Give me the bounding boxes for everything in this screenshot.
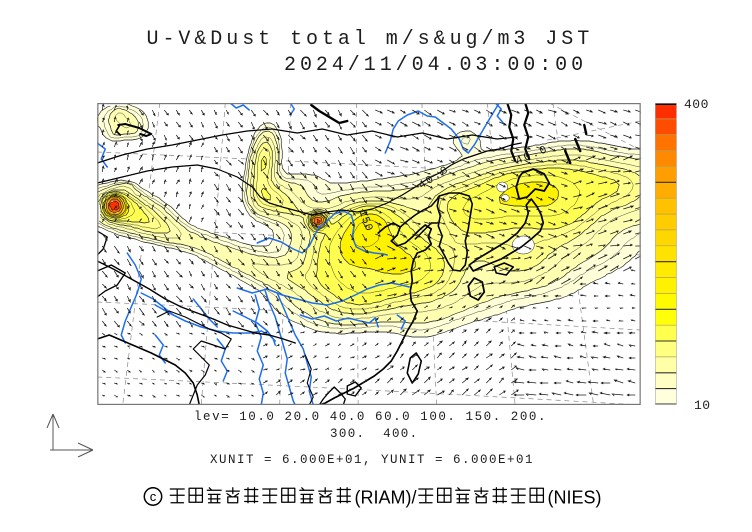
svg-text:(RIAM)/: (RIAM)/ [355, 488, 417, 508]
svg-text:c: c [150, 489, 157, 504]
svg-text:(NIES): (NIES) [548, 488, 602, 508]
